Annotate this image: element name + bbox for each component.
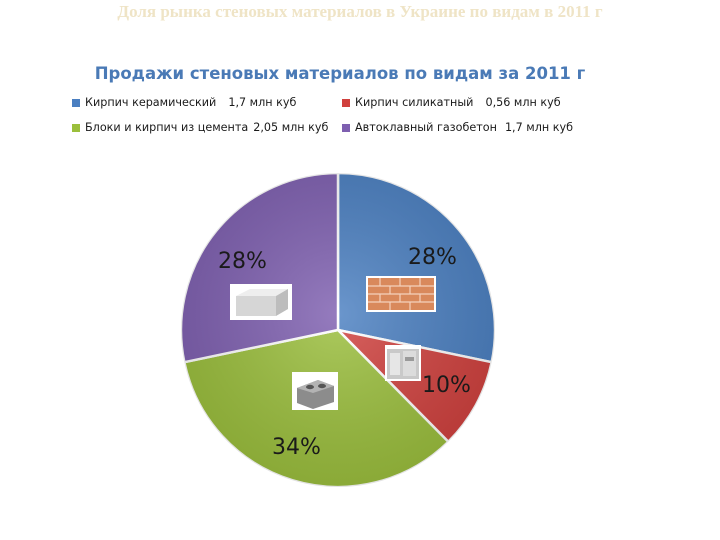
legend-item-cement-blocks: Блоки и кирпич из цемента 2,05 млн куб [72, 121, 328, 134]
slice-label-cement-blocks: 34% [272, 435, 321, 460]
legend-swatch [342, 98, 350, 107]
legend-swatch [342, 123, 350, 132]
legend-swatch [72, 123, 80, 132]
silicate-blocks-icon [385, 345, 421, 381]
legend-label: Блоки и кирпич из цемента [85, 121, 249, 134]
legend-item-ceramic-brick: Кирпич керамический 1,7 млн куб [72, 96, 296, 109]
legend-value: 1,7 млн куб [228, 96, 297, 109]
slice-label-aerated-concrete: 28% [218, 249, 267, 274]
slide-title: Доля рынка стеновых материалов в Украине… [117, 2, 603, 21]
pie-slices [179, 171, 497, 489]
aerated-block-icon [230, 284, 292, 320]
legend-value: 0,56 млн куб [485, 96, 561, 109]
legend-value: 1,7 млн куб [504, 121, 574, 134]
legend-item-silicate-brick: Кирпич силикатный 0,56 млн куб [342, 96, 561, 109]
legend-label: Кирпич силикатный [355, 96, 474, 109]
legend-label: Кирпич керамический [85, 96, 217, 109]
legend-value: 2,05 млн куб [253, 121, 329, 134]
cinder-block-icon [292, 372, 338, 410]
legend-swatch [72, 98, 80, 107]
legend-item-aerated-concrete: Автоклавный газобетон 1,7 млн куб [342, 121, 573, 134]
brick-stack-icon [366, 276, 436, 312]
chart-title: Продажи стеновых материалов по видам за … [94, 64, 586, 83]
slice-label-silicate-brick: 10% [422, 373, 471, 398]
slice-label-ceramic-brick: 28% [408, 245, 457, 270]
legend-label: Автоклавный газобетон [355, 121, 497, 134]
pie-labels: 28% 10% 34% 28% [218, 245, 471, 460]
